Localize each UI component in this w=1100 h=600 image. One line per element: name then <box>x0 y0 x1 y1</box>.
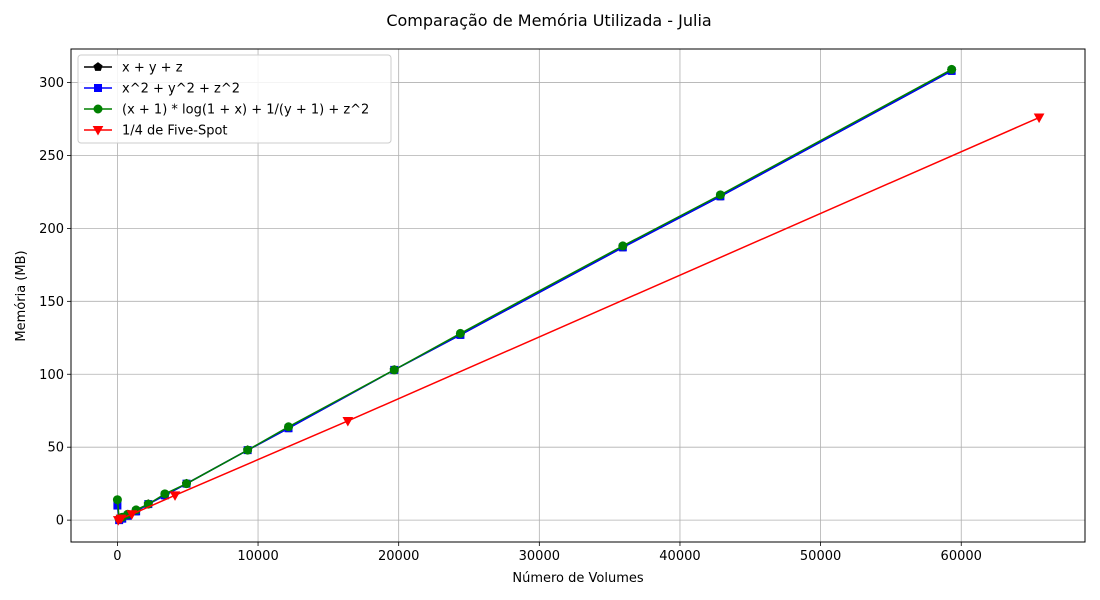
legend-label: x^2 + y^2 + z^2 <box>122 82 240 97</box>
data-point <box>115 514 127 525</box>
data-point <box>112 495 122 505</box>
data-point <box>126 510 138 520</box>
x-tick-label: 0 <box>113 549 121 564</box>
x-tick-label: 10000 <box>237 549 278 564</box>
legend-entry: (x + 1) * log(1 + x) + 1/(y + 1) + z^2 <box>84 103 369 118</box>
legend-label: 1/4 de Five-Spot <box>122 124 228 139</box>
x-tick-label: 50000 <box>800 549 841 564</box>
data-point <box>243 445 253 455</box>
data-point <box>455 328 465 338</box>
data-point <box>342 416 354 427</box>
x-tick-label: 60000 <box>941 549 982 564</box>
legend-box <box>77 54 392 144</box>
legend-marker <box>93 62 103 71</box>
grid <box>71 49 1085 542</box>
series-layer <box>112 64 1045 526</box>
y-tick-label: 50 <box>47 441 64 456</box>
legend-entry: x + y + z <box>84 61 183 76</box>
data-point <box>182 479 192 489</box>
data-point <box>618 241 628 251</box>
y-tick-label: 300 <box>39 76 64 91</box>
x-tick-label: 40000 <box>659 549 700 564</box>
y-tick-label: 100 <box>39 368 64 383</box>
legend-marker <box>92 126 104 136</box>
data-point <box>389 365 399 375</box>
y-axis-label: Memória (MB) <box>14 250 29 341</box>
legend: x + y + z x^2 + y^2 + z^2 (x + 1) * log(1 … <box>77 54 392 144</box>
y-tick-label: 250 <box>39 149 64 164</box>
y-tick-label: 150 <box>39 295 64 310</box>
plot-area-frame <box>70 48 1086 543</box>
x-tick-label: 30000 <box>519 549 560 564</box>
legend-marker <box>94 84 102 92</box>
ticks: 0 10000 20000 30000 40000 50000 60000 0 50 100 150… <box>39 76 982 564</box>
y-tick-label: 200 <box>39 222 64 237</box>
data-point <box>947 64 957 74</box>
data-point <box>1033 113 1045 124</box>
chart-title: Comparação de Memória Utilizada - Julia <box>386 11 711 30</box>
legend-entry: 1/4 de Five-Spot <box>84 124 228 139</box>
legend-label: (x + 1) * log(1 + x) + 1/(y + 1) + z^2 <box>122 103 369 118</box>
legend-label: x + y + z <box>122 61 183 76</box>
legend-marker <box>93 104 103 114</box>
legend-entry: x^2 + y^2 + z^2 <box>84 82 240 97</box>
data-point <box>715 190 725 200</box>
data-point <box>284 422 294 432</box>
data-point <box>169 491 181 501</box>
y-tick-label: 0 <box>56 514 64 529</box>
data-point <box>160 489 170 499</box>
x-axis-label: Número de Volumes <box>512 571 644 586</box>
series-4 <box>112 113 1045 526</box>
x-tick-label: 20000 <box>378 549 419 564</box>
